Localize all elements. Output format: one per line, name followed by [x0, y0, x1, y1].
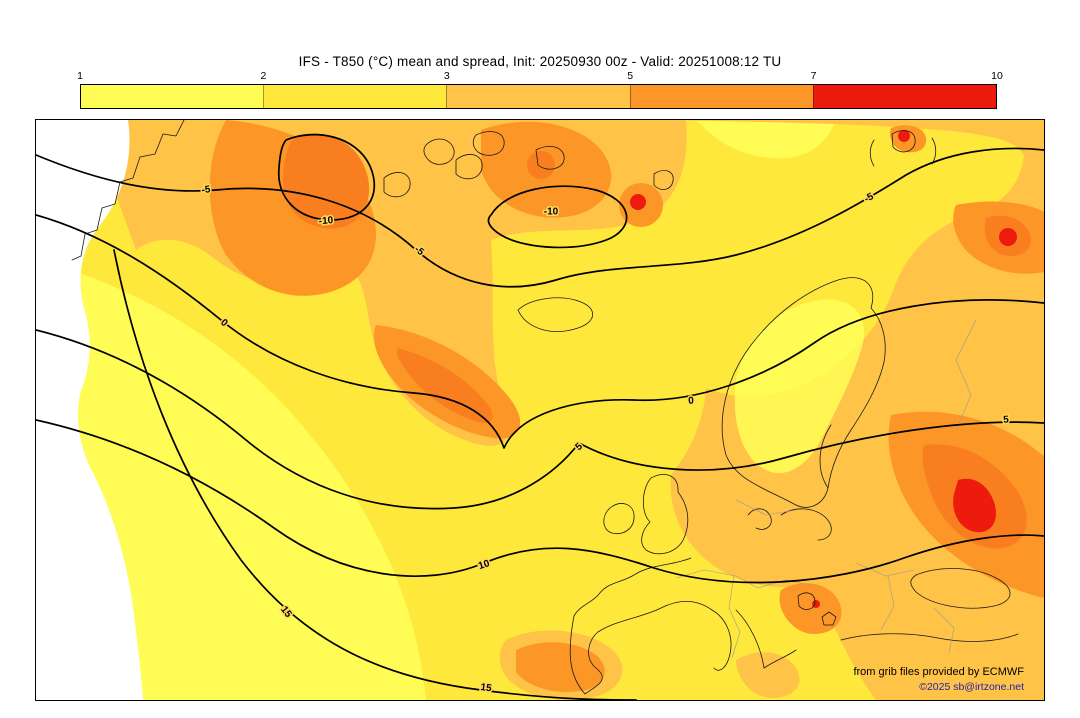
contour-label: -10 [318, 215, 334, 227]
page-title: IFS - T850 (°C) mean and spread, Init: 2… [298, 54, 782, 69]
scandinavia-coastline [721, 277, 886, 508]
isotherm-contours [36, 133, 1044, 700]
legend-segment [812, 85, 997, 108]
spread-fill-regions [36, 120, 1044, 700]
forecast-map-svg: -5 -10 -10 -5 -5 0 0 5 5 10 15 15 [36, 120, 1044, 700]
isotherm-minus5 [36, 147, 1044, 288]
legend-color-bar [80, 84, 997, 109]
color-scale-legend: 1 2 3 5 7 10 [77, 70, 1003, 109]
legend-tick: 1 [77, 70, 83, 82]
legend-segment [629, 85, 813, 108]
legend-segment [81, 85, 264, 108]
legend-tick: 10 [991, 70, 1003, 82]
uk-coastline [641, 474, 689, 555]
iceland-coastline [517, 297, 594, 332]
legend-segment [446, 85, 630, 108]
isotherm-minus10-loop-a [487, 185, 628, 249]
ireland-coastline [603, 503, 635, 535]
aegean-coastline [797, 592, 837, 626]
legend-tick: 7 [810, 70, 817, 82]
forecast-map: -5 -10 -10 -5 -5 0 0 5 5 10 15 15 from g… [35, 119, 1045, 701]
contour-label: -10 [544, 207, 559, 218]
contour-label: 5 [1003, 414, 1010, 425]
isotherm-5 [36, 329, 1044, 510]
credit-copyright-line: ©2025 sb@irtzone.net [919, 681, 1024, 693]
isotherm-minus10-loop-b [277, 133, 376, 221]
isotherm-0 [36, 214, 1044, 449]
legend-tick: 3 [443, 70, 450, 82]
legend-tick-row: 1 2 3 5 7 10 [77, 70, 1003, 84]
contour-label: -5 [201, 184, 211, 196]
anatolia-coastline [840, 633, 1019, 642]
credit-ecmwf-line: from grib files provided by ECMWF [853, 666, 1024, 678]
arctic-islands-coastline [383, 131, 674, 198]
white-low-spread-region [36, 120, 143, 700]
isotherm-10 [36, 419, 1044, 584]
contour-label: 0 [688, 395, 695, 406]
black-sea-coastline [910, 568, 1011, 609]
contour-label: 15 [480, 682, 493, 695]
legend-tick: 2 [260, 70, 267, 82]
continental-europe-coastline [569, 557, 797, 695]
legend-tick: 5 [627, 70, 634, 82]
legend-segment [263, 85, 447, 108]
isotherm-15 [113, 249, 637, 700]
